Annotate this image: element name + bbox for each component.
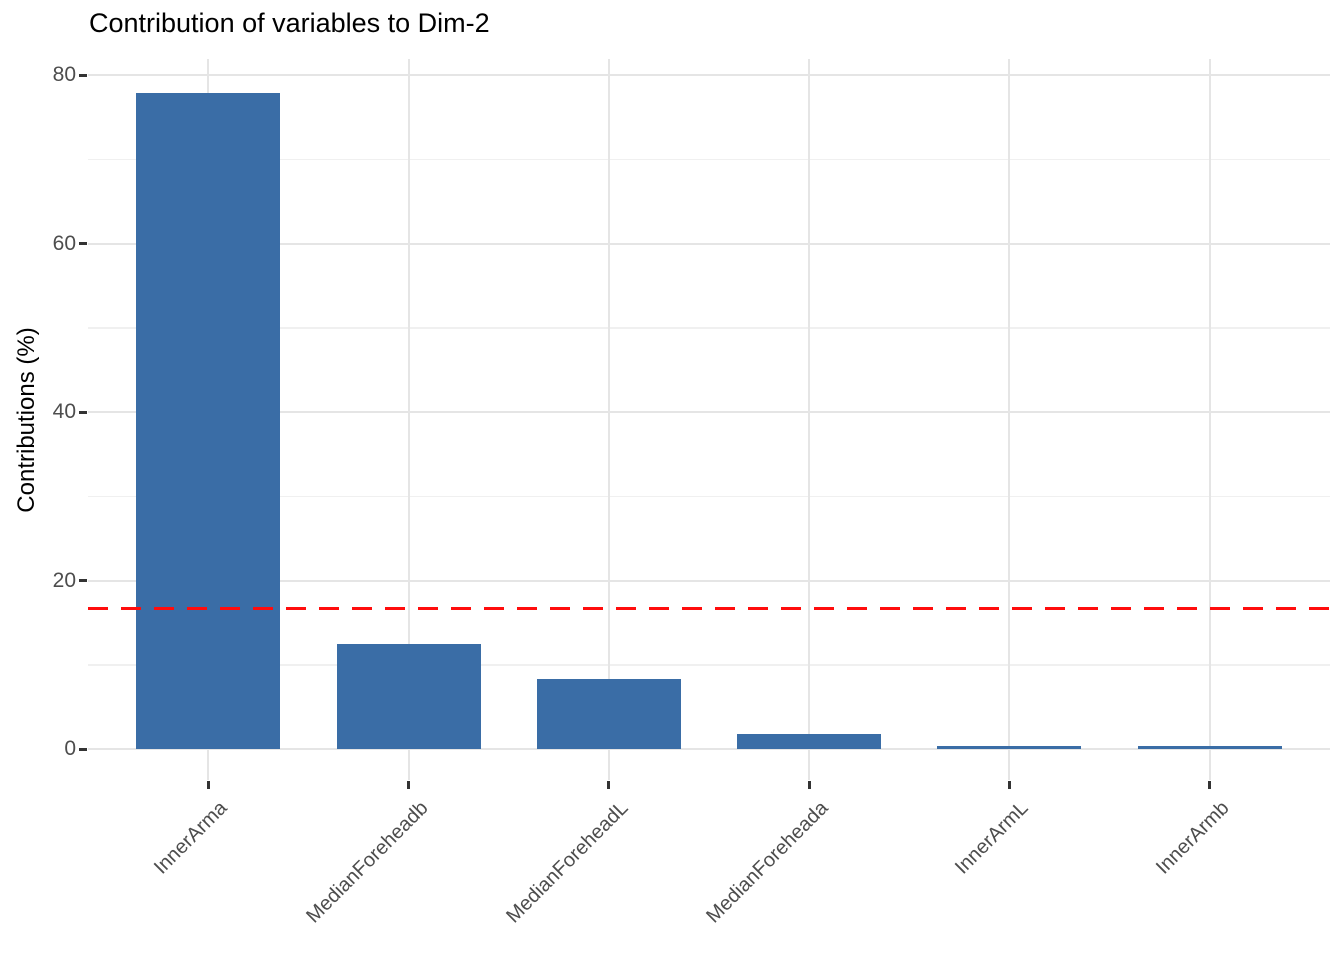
x-tick-label-MedianForeheada: MedianForeheada xyxy=(702,797,833,928)
y-gridline-major xyxy=(88,579,1330,582)
x-gridline xyxy=(1008,59,1011,780)
y-axis-tick xyxy=(79,242,87,245)
x-axis-tick xyxy=(607,781,611,789)
x-axis-tick xyxy=(807,781,811,789)
bar-MedianForeheadb xyxy=(336,643,481,749)
bar-InnerArma xyxy=(136,92,281,749)
x-gridline xyxy=(607,59,610,780)
x-axis-tick xyxy=(407,781,411,789)
x-axis-tick xyxy=(1208,781,1212,789)
bar-InnerArmL xyxy=(937,746,1082,749)
y-gridline-major xyxy=(88,74,1330,76)
y-gridline-minor xyxy=(88,495,1330,497)
chart-title: Contribution of variables to Dim-2 xyxy=(89,8,490,38)
x-tick-label-InnerArmb: InnerArmb xyxy=(1151,797,1234,879)
y-tick-label: 40 xyxy=(52,400,76,423)
x-tick-label-InnerArma: InnerArma xyxy=(150,797,232,879)
y-axis-tick xyxy=(79,410,87,414)
x-tick-label-InnerArmL: InnerArmL xyxy=(951,797,1034,879)
x-gridline xyxy=(407,59,410,780)
bar-MedianForeheada xyxy=(737,733,882,749)
x-tick-label-MedianForeheadb: MedianForeheadb xyxy=(301,797,433,928)
y-gridline-minor xyxy=(88,664,1330,666)
y-gridline-minor xyxy=(88,327,1330,329)
bar-InnerArmb xyxy=(1137,746,1282,749)
y-tick-label: 60 xyxy=(52,231,76,255)
y-gridline-minor xyxy=(88,158,1330,160)
y-axis-tick xyxy=(79,579,87,582)
y-tick-label: 20 xyxy=(52,568,76,592)
y-axis-tick xyxy=(79,747,87,751)
x-axis-tick xyxy=(206,781,210,789)
y-gridline-major xyxy=(88,748,1330,750)
y-gridline-major xyxy=(88,411,1330,413)
x-tick-label-MedianForeheadL: MedianForeheadL xyxy=(502,797,633,928)
y-tick-label: 80 xyxy=(52,63,76,86)
x-axis-tick xyxy=(1007,781,1011,789)
y-axis-tick xyxy=(79,73,87,77)
bar-MedianForeheadL xyxy=(536,679,681,749)
x-gridline xyxy=(808,59,811,780)
reference-dashed-line xyxy=(88,607,1330,611)
y-tick-label: 0 xyxy=(64,737,76,760)
y-gridline-major xyxy=(88,242,1330,245)
x-gridline xyxy=(1208,59,1211,780)
